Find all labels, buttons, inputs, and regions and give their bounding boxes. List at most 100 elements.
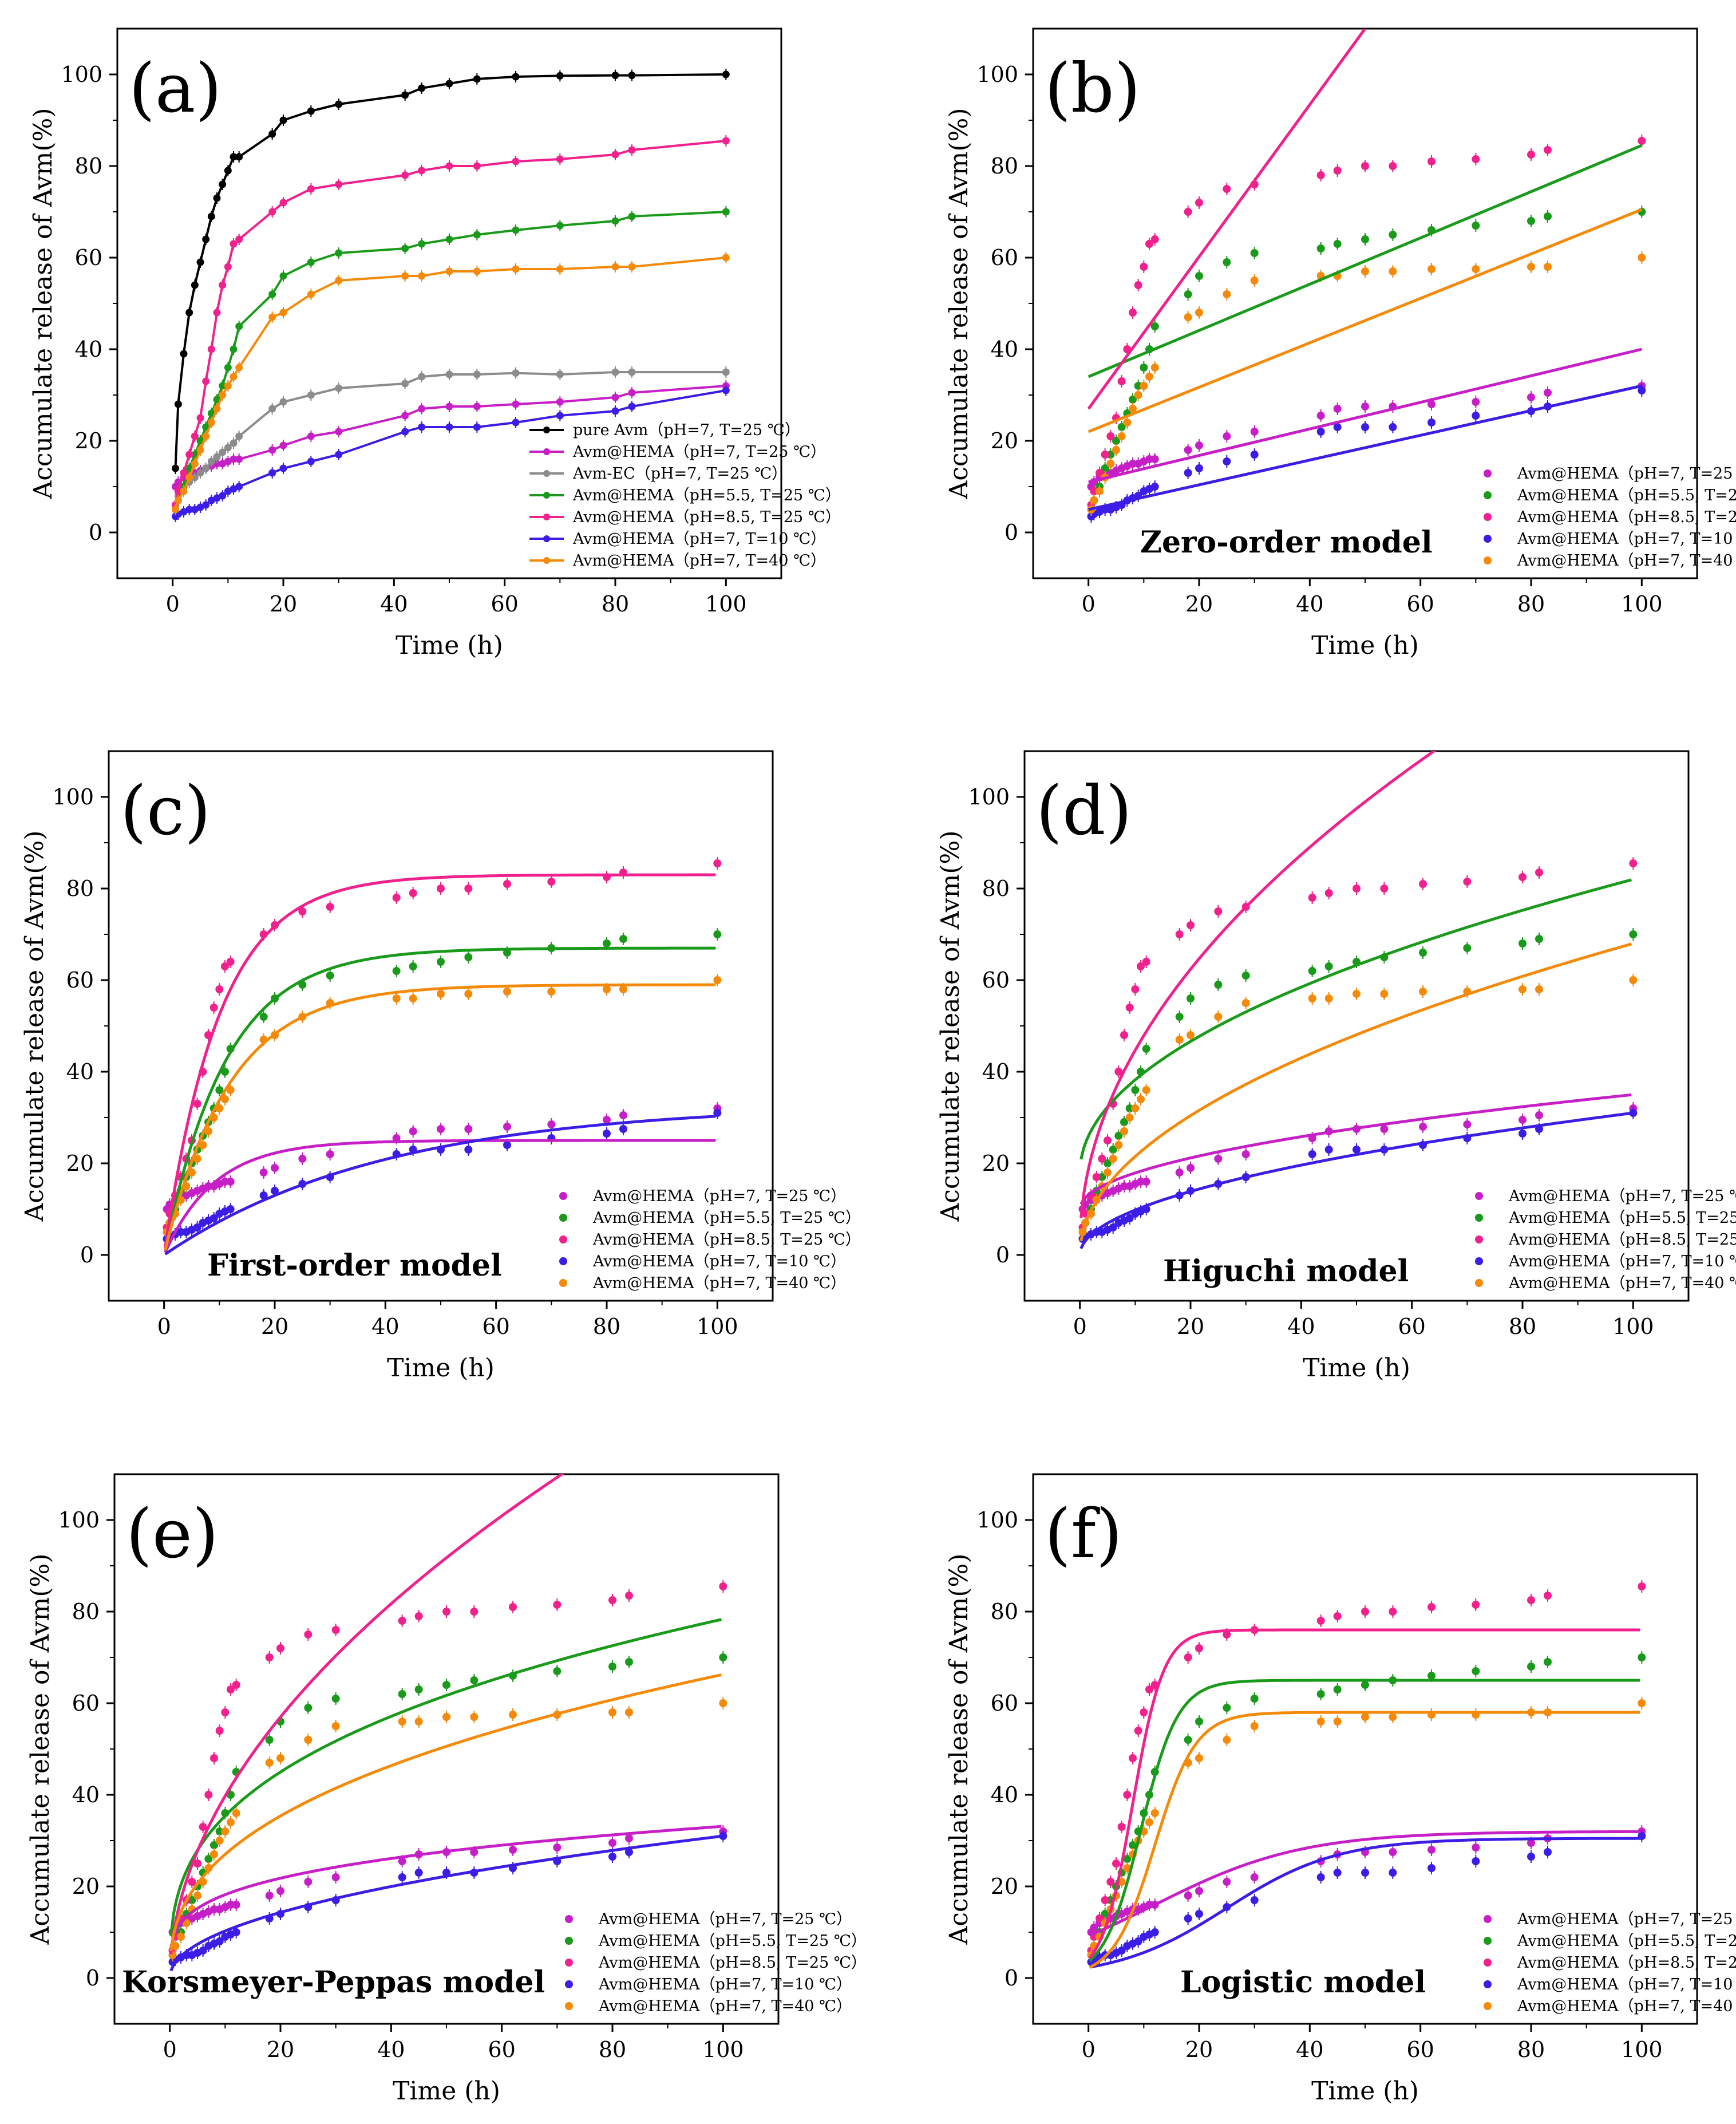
- y-tick-label: 60: [72, 1691, 100, 1716]
- y-tick-label: 40: [72, 1782, 100, 1807]
- y-tick-label: 60: [991, 1691, 1018, 1716]
- fit-line-t10: [164, 1115, 716, 1256]
- legend-entry: Avm@HEMA（pH=7, T=40 ℃）: [1517, 552, 1736, 570]
- legend-marker: [565, 1915, 573, 1923]
- y-tick-label: 0: [80, 1242, 94, 1268]
- legend-marker: [543, 535, 550, 542]
- legend-entry: Avm@HEMA（pH=7, T=10 ℃）: [598, 1976, 852, 1993]
- fit-line-ph85: [1087, 29, 1367, 410]
- legend-entry: Avm@HEMA（pH=8.5, T=25 ℃）: [1517, 1954, 1736, 1972]
- y-tick-label: 60: [66, 968, 94, 993]
- y-tick-label: 80: [75, 153, 102, 179]
- y-tick-label: 0: [89, 520, 102, 545]
- legend-marker: [559, 1235, 567, 1243]
- y-tick-label: 40: [991, 1782, 1018, 1807]
- legend-marker: [1484, 491, 1492, 499]
- fit-line-t40: [1089, 1711, 1640, 1969]
- x-tick-label: 100: [702, 2037, 744, 2062]
- x-tick-label: 80: [1509, 1314, 1536, 1339]
- legend-entry: Avm@HEMA（pH=5.5, T=25 ℃）: [572, 487, 841, 504]
- x-axis-label: Time (h): [1303, 1353, 1410, 1383]
- legend-entry: Avm@HEMA（pH=7, T=10 ℃）: [572, 530, 826, 548]
- y-tick-label: 80: [72, 1599, 100, 1624]
- legend-entry: Avm@HEMA（pH=8.5, T=25 ℃）: [572, 508, 841, 526]
- y-axis-label: Accumulate release of Avm(%): [26, 1554, 55, 1945]
- panel-label: (b): [1045, 49, 1141, 128]
- x-tick-label: 0: [163, 2037, 177, 2062]
- series-line-pure: [174, 73, 726, 469]
- fit-line-t40: [169, 1673, 722, 1952]
- y-tick-label: 0: [996, 1242, 1010, 1268]
- legend-marker: [543, 470, 550, 477]
- legend-marker: [565, 1980, 573, 1988]
- y-tick-label: 0: [1005, 1965, 1018, 1991]
- legend-entry: Avm@HEMA（pH=7, T=40 ℃）: [572, 552, 826, 570]
- y-tick-label: 100: [976, 62, 1018, 87]
- fit-line-ph55: [1079, 878, 1632, 1160]
- x-tick-label: 20: [270, 591, 297, 617]
- chart-panel-e: 0 20 40 60 80 100 0 20 40 60 80 100 Time (h) Accumula…: [26, 1473, 867, 2106]
- x-tick-label: 0: [1082, 591, 1096, 617]
- x-tick-label: 40: [1296, 591, 1323, 617]
- legend-entry: Avm-EC（pH=7, T=25 ℃）: [572, 465, 787, 483]
- legend-marker: [1475, 1235, 1483, 1243]
- legend-entry: Avm@HEMA（pH=5.5, T=25 ℃）: [592, 1209, 861, 1227]
- legend-entry: Avm@HEMA（pH=7, T=40 ℃）: [598, 1997, 852, 2015]
- x-axis-label: Time (h): [393, 2076, 500, 2106]
- x-tick-label: 80: [599, 2037, 626, 2062]
- x-tick-label: 20: [261, 1314, 288, 1339]
- legend-marker: [1475, 1214, 1483, 1222]
- legend-entry: Avm@HEMA（pH=7, T=40 ℃）: [1517, 1997, 1736, 2015]
- legend-entry: Avm@HEMA（pH=5.5, T=25 ℃）: [598, 1932, 867, 1950]
- legend-marker: [1475, 1192, 1483, 1200]
- x-tick-label: 0: [1073, 1314, 1087, 1339]
- legend-marker: [1475, 1279, 1483, 1287]
- legend-marker: [1484, 1980, 1492, 1988]
- legend-entry: Avm@HEMA（pH=5.5, T=25 ℃）: [1517, 1932, 1736, 1950]
- legend-marker: [1484, 1959, 1492, 1967]
- x-tick-label: 60: [488, 2037, 515, 2062]
- x-axis-label: Time (h): [1311, 631, 1419, 660]
- chart-panel-c: 0 20 40 60 80 100 0 20 40 60 80 100 Time (h) Accumula…: [20, 750, 861, 1383]
- legend-marker: [543, 514, 550, 520]
- x-tick-label: 80: [1517, 2037, 1545, 2062]
- y-tick-label: 20: [66, 1151, 94, 1176]
- model-title: Logistic model: [1180, 1965, 1426, 2000]
- fit-line-ph7_25: [1079, 1093, 1632, 1205]
- legend-marker: [1484, 535, 1492, 543]
- legend-marker: [1484, 1915, 1492, 1923]
- x-tick-label: 100: [1621, 591, 1663, 617]
- panel-label: (e): [126, 1494, 219, 1573]
- x-tick-label: 40: [377, 2037, 405, 2062]
- legend-marker: [565, 1937, 573, 1945]
- y-axis-label: Accumulate release of Avm(%): [20, 831, 49, 1222]
- model-title: Zero-order model: [1140, 525, 1433, 560]
- panel-label: (f): [1045, 1494, 1122, 1573]
- legend-entry: Avm@HEMA（pH=7, T=25 ℃）: [1517, 465, 1736, 483]
- x-tick-label: 40: [380, 591, 408, 617]
- legend-entry: Avm@HEMA（pH=7, T=10 ℃）: [1517, 1976, 1736, 1993]
- fit-line-ph55: [164, 946, 716, 1250]
- y-tick-label: 40: [982, 1059, 1010, 1084]
- legend-marker: [543, 492, 550, 499]
- panel-label: (c): [120, 771, 211, 850]
- x-tick-label: 40: [1296, 2037, 1323, 2062]
- y-tick-label: 60: [991, 245, 1018, 270]
- fit-line-ph85: [164, 873, 716, 1248]
- fit-line-t10: [1079, 1111, 1632, 1250]
- x-tick-label: 0: [157, 1314, 171, 1339]
- y-tick-label: 20: [982, 1151, 1010, 1176]
- x-tick-label: 40: [371, 1314, 399, 1339]
- y-tick-label: 100: [976, 1507, 1018, 1533]
- legend-marker: [1484, 556, 1492, 564]
- y-tick-label: 20: [72, 1874, 100, 1899]
- fit-line-ph7_25: [1088, 348, 1642, 484]
- legend-marker: [559, 1192, 567, 1200]
- legend-marker: [1475, 1257, 1483, 1265]
- x-tick-label: 100: [697, 1314, 738, 1339]
- legend-entry: Avm@HEMA（pH=5.5, T=25 ℃）: [1508, 1209, 1736, 1227]
- legend-marker: [543, 557, 550, 564]
- fit-line-t10: [169, 1834, 722, 1972]
- x-tick-label: 80: [1517, 591, 1545, 617]
